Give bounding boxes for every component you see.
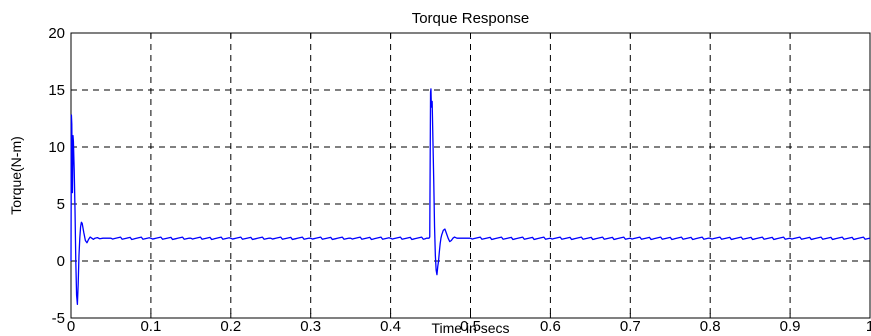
torque-series-line bbox=[70, 88, 871, 305]
x-tick-label: 0.6 bbox=[540, 318, 561, 335]
x-tick-label: 0.1 bbox=[140, 318, 161, 335]
y-axis-label: Torque(N-m) bbox=[8, 136, 24, 215]
y-tick-label: -5 bbox=[52, 310, 65, 327]
y-tick-label: 10 bbox=[48, 139, 65, 156]
x-axis-label: Time in secs bbox=[431, 320, 509, 336]
x-tick-label: 0.7 bbox=[620, 318, 641, 335]
x-tick-label: 0.5 bbox=[460, 318, 481, 335]
y-tick-label: 15 bbox=[48, 82, 65, 99]
y-tick-labels: -5 0 5 10 15 20 bbox=[48, 25, 65, 327]
chart-title: Torque Response bbox=[412, 10, 530, 27]
x-tick-label: 1 bbox=[866, 318, 871, 335]
axis-ticks bbox=[70, 32, 871, 319]
x-tick-labels: 0 0.1 0.2 0.3 0.4 0.5 0.6 0.7 0.8 0.9 1 bbox=[67, 318, 871, 335]
y-tick-label: 5 bbox=[57, 196, 65, 213]
y-tick-label: 20 bbox=[48, 25, 65, 42]
x-tick-label: 0 bbox=[67, 318, 75, 335]
x-tick-label: 0.4 bbox=[380, 318, 401, 335]
y-tick-label: 0 bbox=[57, 253, 65, 270]
x-tick-label: 0.3 bbox=[300, 318, 321, 335]
x-tick-label: 0.2 bbox=[220, 318, 241, 335]
grid-lines bbox=[71, 33, 870, 318]
series-group bbox=[70, 88, 871, 305]
x-tick-label: 0.9 bbox=[780, 318, 801, 335]
x-tick-label: 0.8 bbox=[700, 318, 721, 335]
